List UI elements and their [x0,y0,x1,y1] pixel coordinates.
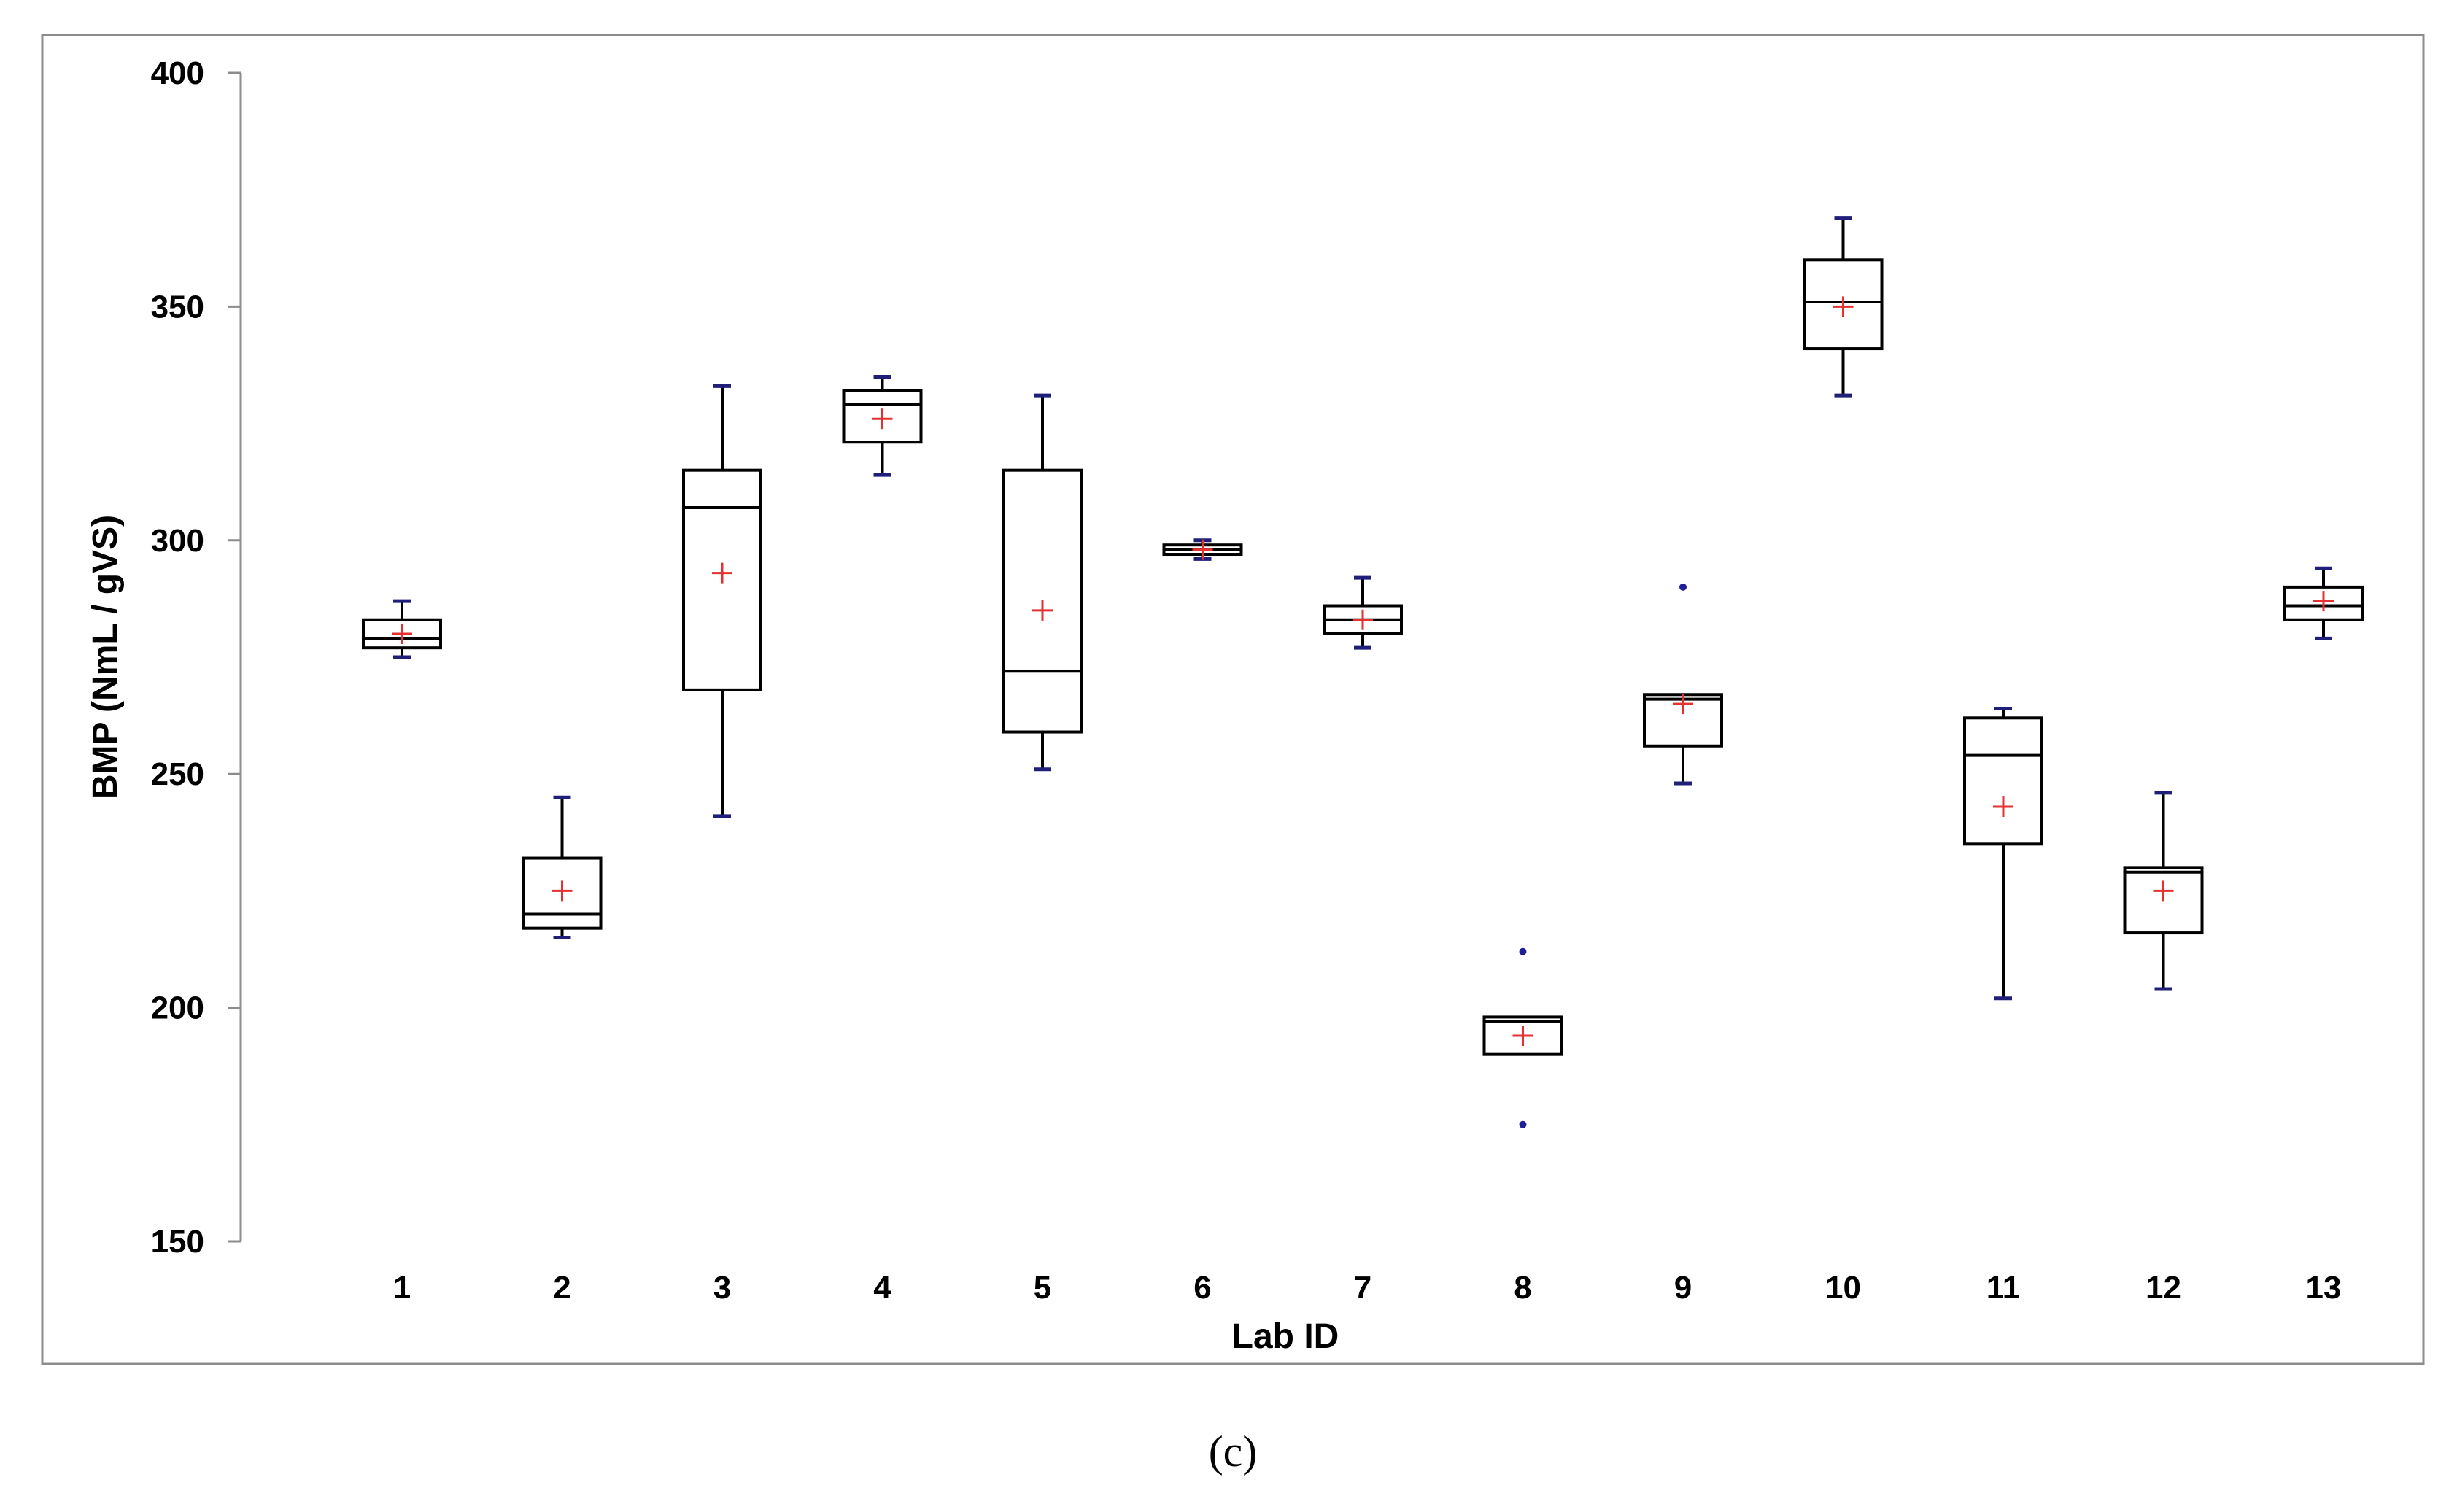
x-tick-label: 8 [1514,1270,1531,1306]
box-iqr [2123,866,2204,935]
x-tick-label: 3 [713,1270,731,1306]
box-lab-12 [2123,791,2204,991]
x-tick-label: 11 [1986,1270,2021,1306]
box-iqr [842,389,923,444]
y-tick-label: 150 [151,1224,204,1260]
x-tick-label: 4 [873,1270,891,1306]
box-lab-11 [1963,706,2043,1001]
figure-caption: (c) [1209,1427,1258,1476]
box-lab-9 [1643,583,1723,786]
box-lab-8 [1482,947,1563,1128]
box-lab-3 [682,384,762,818]
x-tick-label: 13 [2306,1270,2342,1306]
y-tick-label: 300 [151,523,204,559]
box-iqr [1482,1015,1563,1056]
box-lab-10 [1803,216,1884,398]
box-iqr [1002,468,1083,734]
box-series [362,216,2364,1128]
box-lab-6 [1162,538,1243,561]
y-tick-label: 400 [151,55,204,91]
x-tick-label: 7 [1354,1270,1371,1306]
x-axis-tick-labels: 1 2 3 4 5 6 7 8 9 10 11 12 13 [393,1270,2342,1306]
box-lab-13 [2283,566,2364,640]
y-axis-ticks: 150 200 250 300 350 400 [151,55,241,1260]
box-lab-7 [1323,575,1403,650]
x-tick-label: 9 [1674,1270,1692,1306]
x-tick-label: 1 [393,1270,411,1306]
y-tick-label: 250 [151,756,204,792]
outlier-point [1519,947,1527,955]
box-lab-2 [522,795,603,939]
x-tick-label: 2 [553,1270,570,1306]
box-lab-1 [362,599,442,659]
box-iqr [1803,258,1884,351]
box-iqr [522,856,603,930]
box-iqr [2283,585,2364,621]
outlier-point [1679,583,1687,591]
x-axis-title: Lab ID [1232,1317,1339,1356]
box-lab-4 [842,375,923,477]
x-tick-label: 6 [1193,1270,1211,1306]
x-tick-label: 12 [2145,1270,2181,1306]
box-iqr [1963,716,2043,846]
box-lab-5 [1002,393,1083,772]
y-tick-label: 350 [151,289,204,325]
chart-frame [41,34,2425,1365]
box-iqr [682,468,762,691]
x-tick-label: 5 [1034,1270,1051,1306]
y-tick-label: 200 [151,990,204,1026]
box-iqr [362,618,442,650]
outlier-point [1519,1120,1527,1128]
y-axis-title: BMP (NmL / gVS) [86,515,125,799]
x-tick-label: 10 [1825,1270,1861,1306]
